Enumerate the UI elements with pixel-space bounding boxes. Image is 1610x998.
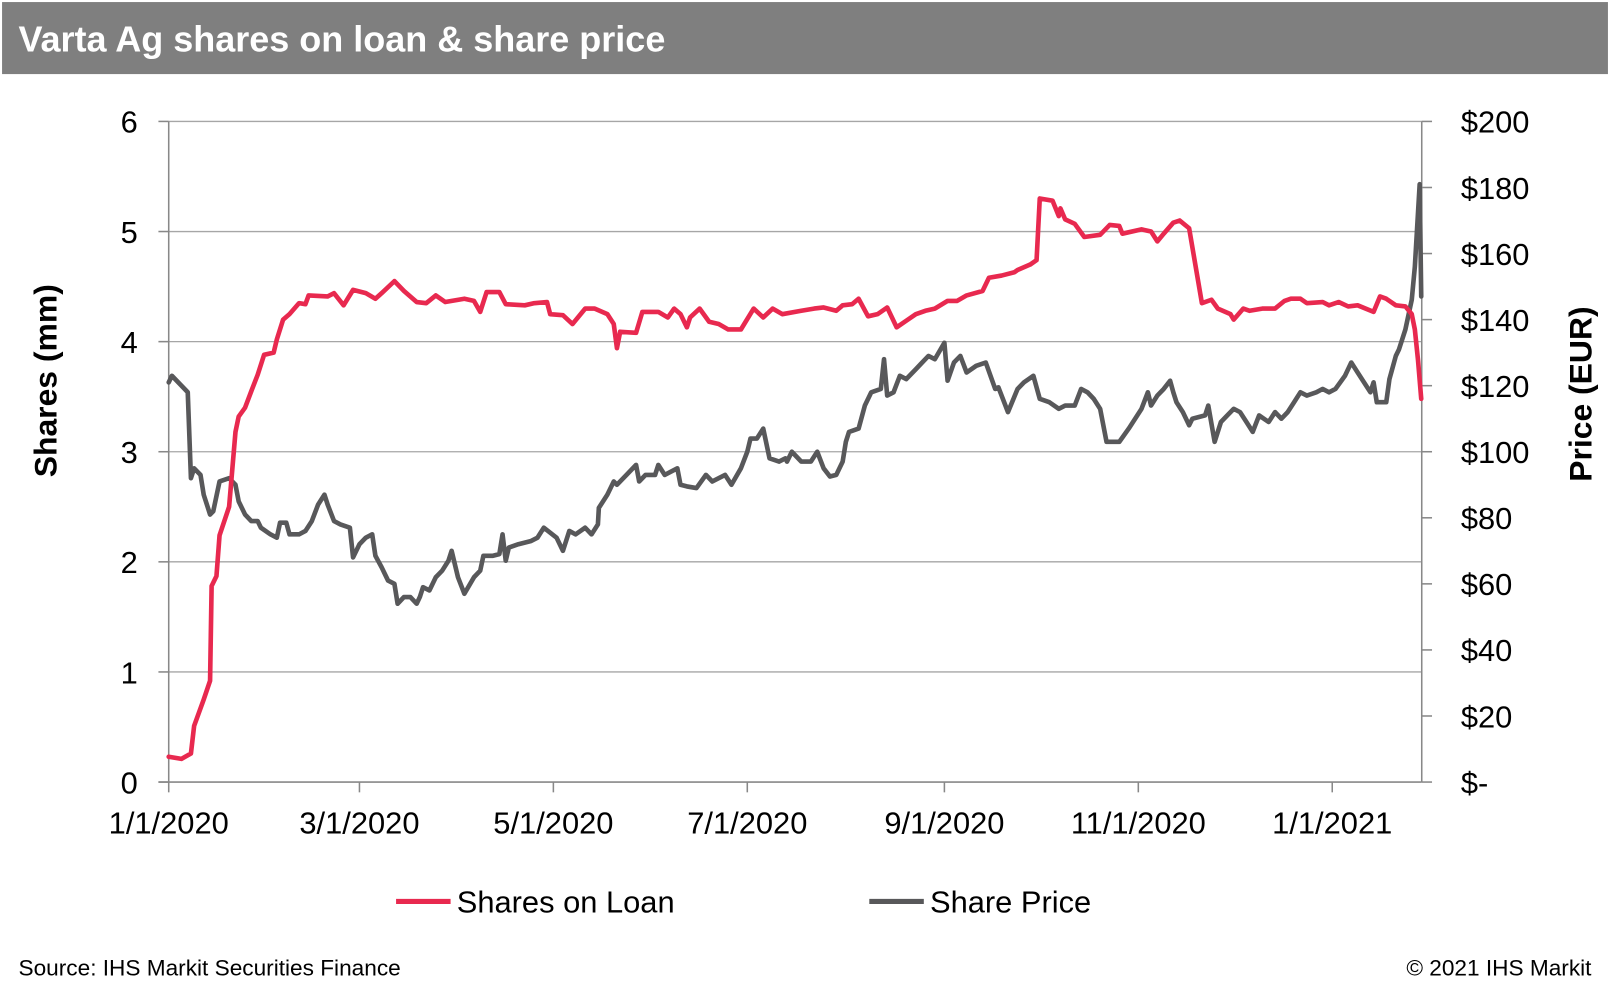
y-right-tick-label: $60 — [1461, 567, 1512, 602]
y-right-tick-label: $180 — [1461, 171, 1530, 206]
series-line-share-price — [166, 181, 1424, 607]
y-right-axis-label: Price (EUR) — [1562, 306, 1598, 481]
y-left-tick-label: 3 — [121, 435, 138, 470]
x-tick-label: 11/1/2020 — [1071, 805, 1206, 840]
legend-label-share-price: Share Price — [930, 885, 1091, 920]
y-right-tick-label: $20 — [1461, 699, 1512, 734]
x-tick-label: 1/1/2020 — [109, 805, 229, 840]
y-right-tick-label: $100 — [1461, 435, 1530, 470]
x-tick-label: 7/1/2020 — [687, 805, 807, 840]
y-right-tick-label: $120 — [1461, 369, 1530, 404]
y-right-tick-label: $160 — [1461, 237, 1530, 272]
y-right-tick-label: $40 — [1461, 633, 1512, 668]
legend: Shares on Loan Share Price — [396, 885, 1091, 920]
y-left-tick-label: 6 — [121, 105, 138, 140]
copyright: © 2021 IHS Markit — [1406, 956, 1592, 981]
y-left-tick-label: 2 — [121, 545, 138, 580]
x-tick-label: 3/1/2020 — [299, 805, 419, 840]
y-right-tick-label: $200 — [1461, 105, 1530, 140]
gridlines — [168, 120, 1422, 673]
series-line-shares-on-loan — [166, 196, 1424, 762]
source-note: Source: IHS Markit Securities Finance — [19, 956, 401, 981]
x-tick-label: 1/1/2021 — [1272, 805, 1392, 840]
legend-label-shares-on-loan: Shares on Loan — [457, 885, 675, 920]
y-right-tick-label: $- — [1461, 765, 1488, 800]
y-right-tick-label: $80 — [1461, 501, 1512, 536]
y-left-tick-label: 5 — [121, 215, 138, 250]
chart-title: Varta Ag shares on loan & share price — [19, 18, 666, 59]
y-left-tick-label: 1 — [121, 655, 138, 690]
y-left-tick-label: 0 — [121, 765, 138, 800]
series-lines — [166, 181, 1424, 762]
axes: 0 1 2 3 4 5 6 $- $20 $40 $60 $80 $100 $120 $140 $160 $18… — [109, 105, 1530, 841]
y-left-axis-label: Shares (mm) — [28, 284, 64, 477]
y-right-tick-label: $140 — [1461, 303, 1530, 338]
y-left-tick-label: 4 — [121, 325, 138, 360]
x-tick-label: 9/1/2020 — [884, 805, 1004, 840]
title-bar — [2, 2, 1608, 75]
x-tick-label: 5/1/2020 — [493, 805, 613, 840]
